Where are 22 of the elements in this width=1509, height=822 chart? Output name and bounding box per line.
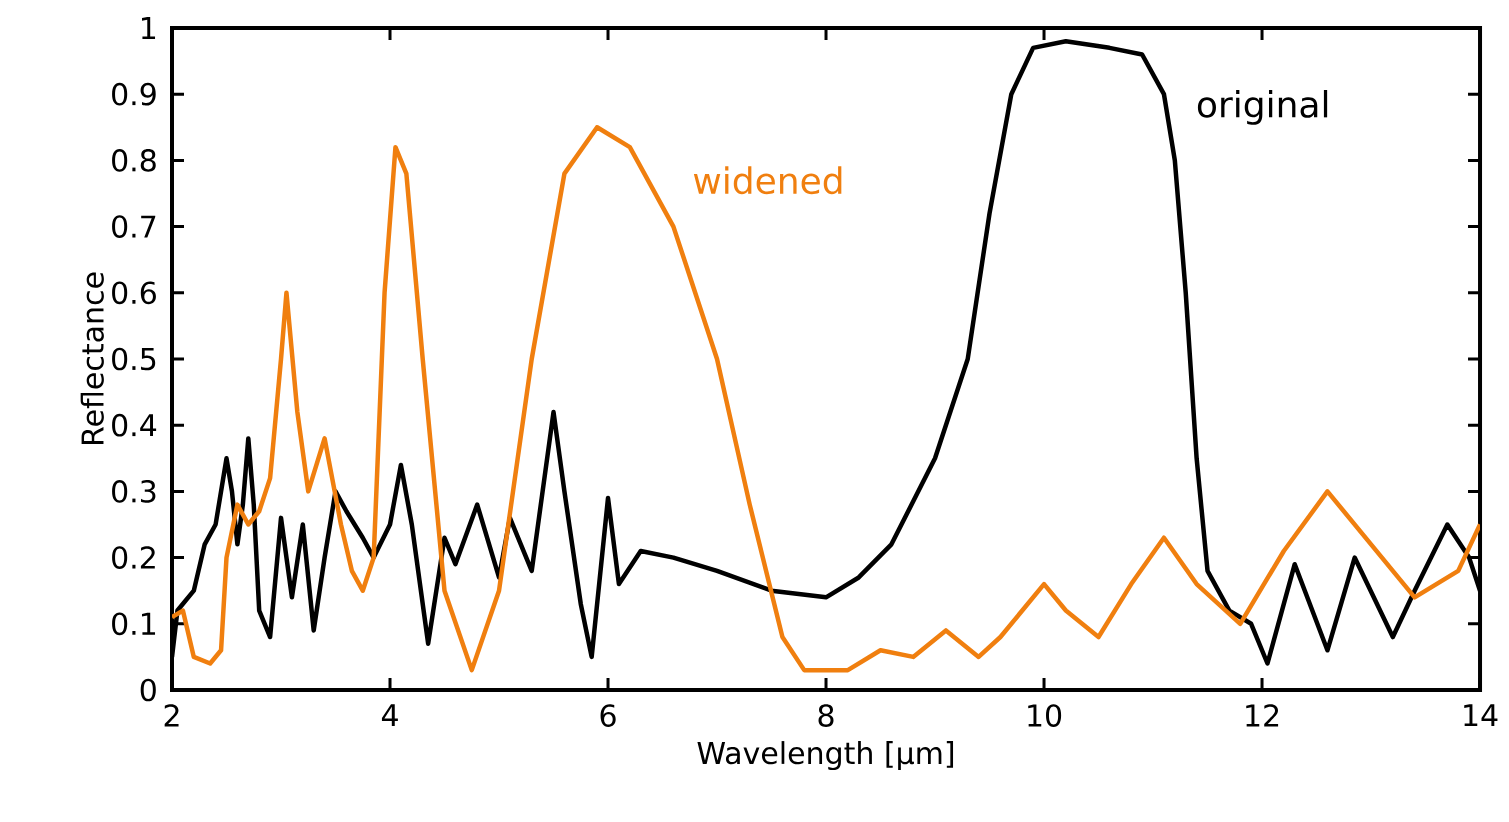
y-tick-label: 0.7 [112, 215, 156, 238]
x-tick-label: 4 [381, 704, 398, 727]
y-tick-label: 0.6 [112, 281, 156, 305]
series-label: widened [693, 166, 842, 195]
x-tick-label: 12 [1246, 704, 1279, 727]
x-tick-label: 6 [600, 704, 616, 727]
x-tick-label: 10 [1028, 704, 1062, 727]
series-label: original [1197, 89, 1328, 125]
y-tick-label: 0.3 [112, 480, 156, 503]
y-tick-label: 0.5 [112, 347, 156, 371]
x-tick-label: 2 [164, 704, 179, 727]
y-tick-label: 0.4 [112, 413, 157, 437]
x-tick-label: 8 [818, 704, 834, 727]
x-axis-title: Wavelength [µm] [697, 741, 954, 771]
y-tick-label: 0.8 [112, 149, 156, 172]
y-tick-label: 0.1 [112, 612, 156, 636]
y-tick-label: 0.9 [112, 82, 156, 106]
y-tick-label: 0 [140, 678, 156, 702]
y-tick-label: 0.2 [112, 546, 155, 569]
y-tick-label: 1 [142, 17, 156, 39]
x-tick-label: 14 [1464, 704, 1498, 727]
y-axis-title: Reflectance [80, 272, 104, 445]
